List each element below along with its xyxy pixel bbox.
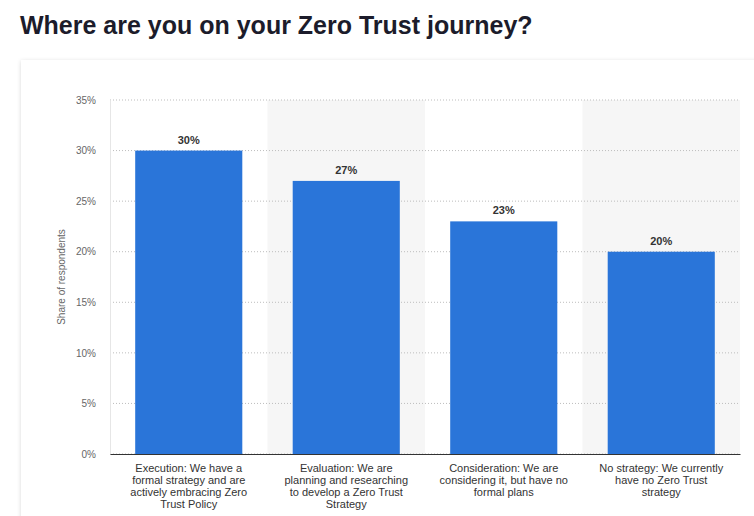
- card: [21, 60, 754, 516]
- x-tick-label-line: planning and researching: [284, 474, 408, 486]
- x-tick-label-line: Trust Policy: [160, 498, 218, 510]
- y-tick-label: 0%: [82, 449, 97, 460]
- y-tick: 20%: [76, 246, 110, 257]
- y-tick-label: 5%: [82, 398, 97, 409]
- y-tick-label: 30%: [76, 145, 96, 156]
- y-tick: 35%: [76, 95, 110, 106]
- data-label: 27%: [335, 164, 357, 176]
- x-tick-label: No strategy: We currentlyhave no Zero Tr…: [599, 462, 723, 498]
- y-axis-line: [110, 101, 111, 455]
- x-tick-label-line: formal strategy and are: [132, 474, 245, 486]
- y-tick: 15%: [76, 297, 110, 308]
- y-tick-label: 10%: [76, 348, 96, 359]
- data-label: 30%: [178, 134, 200, 146]
- bar: [450, 221, 557, 454]
- x-tick: Consideration: We areconsidering it, but…: [440, 454, 568, 498]
- column-band: [583, 100, 741, 454]
- x-tick-label-line: Execution: We have a: [135, 462, 243, 474]
- x-tick-label-line: considering it, but have no: [440, 474, 568, 486]
- x-tick: Evaluation: We areplanning and researchi…: [284, 454, 408, 510]
- y-tick-label: 35%: [76, 95, 96, 106]
- x-tick-label-line: have no Zero Trust: [615, 474, 707, 486]
- x-tick-label-line: to develop a Zero Trust: [290, 486, 403, 498]
- x-tick-label-line: Consideration: We are: [449, 462, 558, 474]
- grid: [110, 100, 740, 454]
- bars: [135, 151, 715, 454]
- bar: [293, 181, 400, 454]
- y-axis: 0% 5% 10% 15% 20% 25% 30% 35%: [76, 95, 111, 460]
- x-tick-label-line: actively embracing Zero: [130, 486, 247, 498]
- y-tick-label: 20%: [76, 246, 96, 257]
- x-tick-label-line: strategy: [642, 486, 682, 498]
- x-tick-label-line: formal plans: [474, 486, 534, 498]
- bar: [608, 252, 715, 454]
- y-tick: 10%: [76, 348, 110, 359]
- y-tick-label: 25%: [76, 196, 96, 207]
- x-axis: Execution: We have aformal strategy and …: [111, 454, 741, 510]
- bar: [135, 151, 242, 454]
- column-bands: [268, 100, 741, 454]
- x-tick: Execution: We have aformal strategy and …: [130, 454, 247, 510]
- title: Where are you on your Zero Trust journey…: [20, 11, 533, 39]
- x-tick-label-line: No strategy: We currently: [599, 462, 723, 474]
- x-tick-label: Execution: We have aformal strategy and …: [130, 462, 247, 510]
- data-label: 20%: [650, 235, 672, 247]
- y-tick: 30%: [76, 145, 110, 156]
- x-tick-label: Consideration: We areconsidering it, but…: [440, 462, 568, 498]
- y-tick: 5%: [82, 398, 110, 409]
- x-tick-label-line: Evaluation: We are: [300, 462, 393, 474]
- data-label: 23%: [493, 204, 515, 216]
- x-tick: No strategy: We currentlyhave no Zero Tr…: [599, 454, 723, 498]
- y-tick: 0%: [82, 449, 110, 460]
- x-tick-label: Evaluation: We areplanning and researchi…: [284, 462, 408, 510]
- column-band: [268, 100, 426, 454]
- y-tick-label: 15%: [76, 297, 96, 308]
- x-axis-line: [111, 454, 741, 455]
- y-axis-title: Share of respondents: [56, 229, 67, 325]
- grid-line: [110, 100, 740, 101]
- y-tick: 25%: [76, 196, 110, 207]
- x-tick-label-line: Strategy: [326, 498, 367, 510]
- data-labels: 30% 27% 23% 20%: [178, 134, 673, 247]
